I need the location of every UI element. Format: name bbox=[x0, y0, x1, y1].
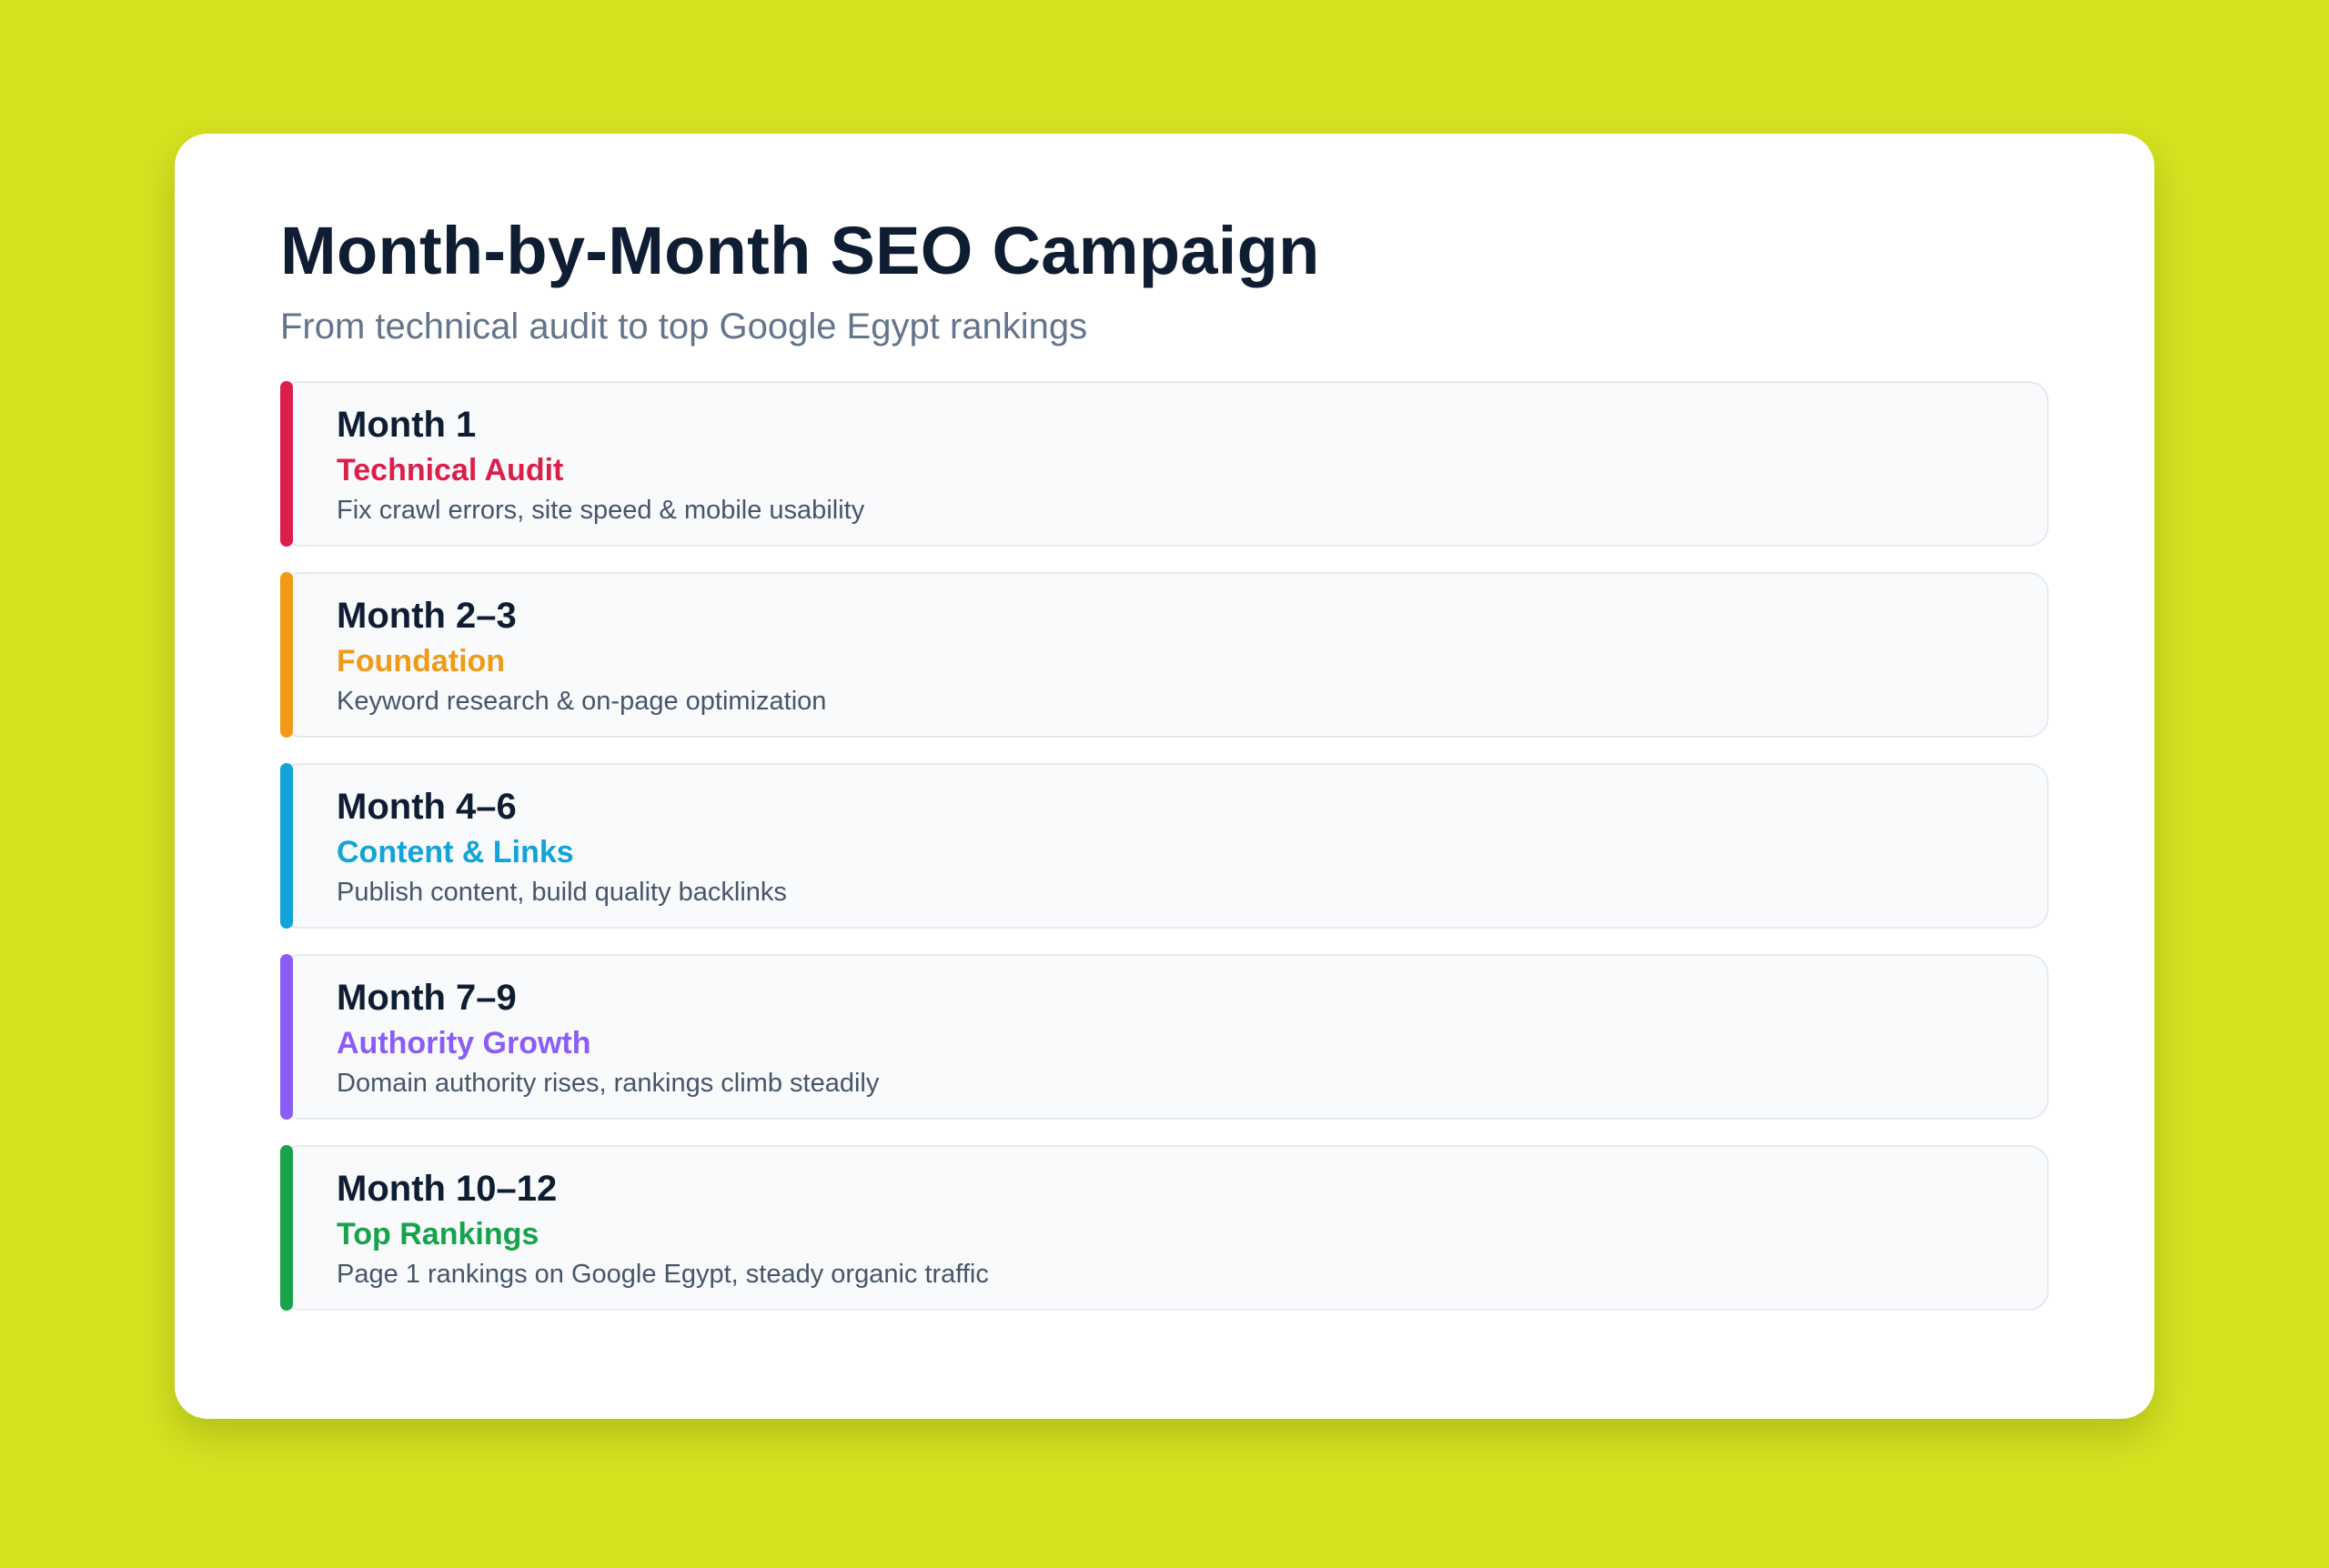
step-phase-label: Authority Growth bbox=[337, 1026, 591, 1060]
step-accent-bar bbox=[280, 572, 293, 738]
timeline-step-month-1: Month 1 Technical Audit Fix crawl errors… bbox=[280, 381, 2049, 547]
step-accent-bar bbox=[280, 381, 293, 547]
step-month-label: Month 10–12 bbox=[337, 1169, 558, 1209]
timeline-step-month-4-6: Month 4–6 Content & Links Publish conten… bbox=[280, 763, 2049, 929]
step-month-label: Month 1 bbox=[337, 405, 477, 445]
step-description: Publish content, build quality backlinks bbox=[337, 878, 787, 907]
step-description: Page 1 rankings on Google Egypt, steady … bbox=[337, 1260, 989, 1289]
step-month-label: Month 4–6 bbox=[337, 787, 517, 827]
step-description: Domain authority rises, rankings climb s… bbox=[337, 1069, 880, 1098]
step-month-label: Month 7–9 bbox=[337, 978, 517, 1018]
timeline-step-month-7-9: Month 7–9 Authority Growth Domain author… bbox=[280, 954, 2049, 1120]
page-title: Month-by-Month SEO Campaign bbox=[280, 213, 1320, 288]
step-accent-bar bbox=[280, 763, 293, 929]
step-phase-label: Foundation bbox=[337, 644, 506, 678]
step-month-label: Month 2–3 bbox=[337, 596, 517, 636]
step-accent-bar bbox=[280, 1145, 293, 1311]
campaign-timeline: Month 1 Technical Audit Fix crawl errors… bbox=[280, 381, 2049, 1311]
step-description: Keyword research & on-page optimization bbox=[337, 687, 827, 716]
page-subtitle: From technical audit to top Google Egypt… bbox=[280, 307, 1088, 347]
step-phase-label: Content & Links bbox=[337, 835, 574, 869]
step-description: Fix crawl errors, site speed & mobile us… bbox=[337, 496, 865, 525]
timeline-step-month-2-3: Month 2–3 Foundation Keyword research & … bbox=[280, 572, 2049, 738]
campaign-card: Month-by-Month SEO Campaign From technic… bbox=[175, 134, 2154, 1419]
timeline-step-month-10-12: Month 10–12 Top Rankings Page 1 rankings… bbox=[280, 1145, 2049, 1311]
step-accent-bar bbox=[280, 954, 293, 1120]
step-phase-label: Top Rankings bbox=[337, 1217, 539, 1251]
step-phase-label: Technical Audit bbox=[337, 453, 564, 487]
